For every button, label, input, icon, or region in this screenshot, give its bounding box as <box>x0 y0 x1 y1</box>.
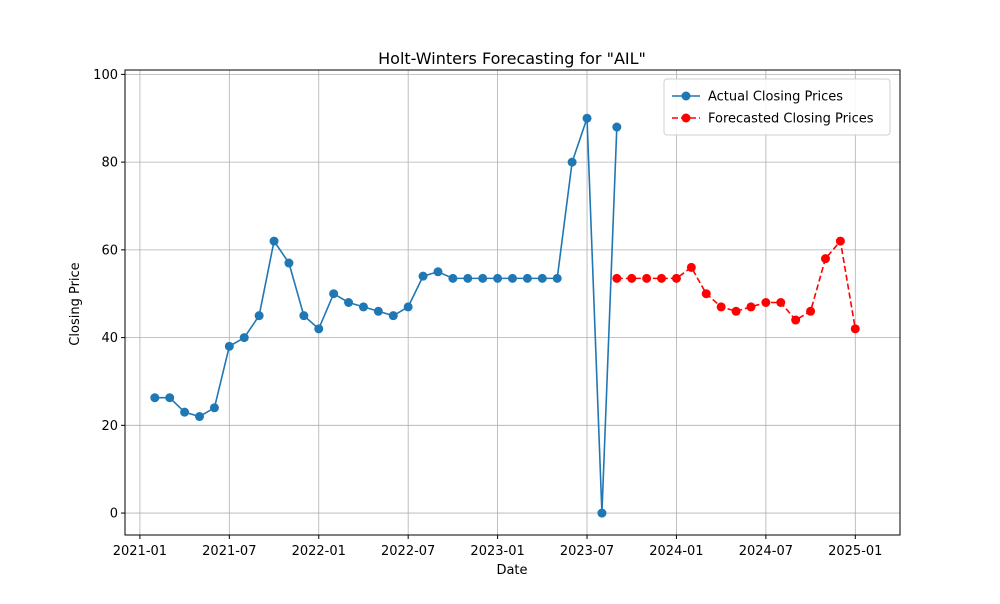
x-tick-label: 2021-01 <box>113 544 167 559</box>
data-point <box>612 273 622 283</box>
plot-frame <box>124 69 901 536</box>
x-tick-label: 2024-07 <box>739 544 793 559</box>
x-tick-label: 2023-07 <box>560 544 614 559</box>
data-point <box>165 393 175 403</box>
y-tick-label: 60 <box>101 243 118 258</box>
data-point <box>358 302 368 312</box>
y-tick-label: 40 <box>101 331 118 346</box>
x-tick-label: 2021-07 <box>202 544 256 559</box>
x-tick-label: 2023-01 <box>470 544 524 559</box>
data-point <box>329 289 339 299</box>
data-point <box>686 262 696 272</box>
x-tick-label: 2024-01 <box>649 544 703 559</box>
legend-label: Forecasted Closing Prices <box>708 112 874 127</box>
data-point <box>180 407 190 417</box>
y-tick-label: 0 <box>110 507 118 522</box>
legend-marker <box>681 91 691 101</box>
data-point <box>284 258 294 268</box>
data-point <box>388 311 398 321</box>
data-point <box>224 341 234 351</box>
data-point <box>642 273 652 283</box>
data-point <box>850 324 860 334</box>
data-point <box>791 315 801 325</box>
data-point <box>403 302 413 312</box>
data-point <box>448 273 458 283</box>
legend-marker <box>681 113 691 123</box>
y-tick-label: 80 <box>101 156 118 171</box>
x-tick-label: 2025-01 <box>828 544 882 559</box>
data-point <box>627 273 637 283</box>
legend-box <box>663 78 891 136</box>
data-point <box>806 306 816 316</box>
data-point <box>418 271 428 281</box>
x-tick-label: 2022-01 <box>292 544 346 559</box>
x-tick-label: 2022-07 <box>381 544 435 559</box>
data-point <box>195 412 205 422</box>
data-point <box>731 306 741 316</box>
data-point <box>463 273 473 283</box>
data-point <box>657 273 667 283</box>
data-point <box>433 267 443 277</box>
data-point <box>746 302 756 312</box>
data-point <box>701 289 711 299</box>
y-tick-label: 100 <box>93 68 118 83</box>
series-line <box>616 239 857 329</box>
chart-title: Holt-Winters Forecasting for "AIL" <box>378 49 646 68</box>
data-point <box>597 508 607 518</box>
legend-label: Actual Closing Prices <box>708 90 843 105</box>
data-point <box>567 157 577 167</box>
data-point <box>761 298 771 307</box>
data-point <box>344 298 354 307</box>
data-point <box>522 273 532 283</box>
data-point <box>239 333 249 343</box>
data-point <box>537 273 547 283</box>
data-point <box>835 236 845 246</box>
data-point <box>314 324 324 334</box>
data-point <box>508 273 517 283</box>
data-point <box>582 113 592 123</box>
data-point <box>671 273 681 283</box>
legend: Actual Closing Prices Forecasted Closing … <box>663 78 891 136</box>
x-axis-label: Date <box>496 563 527 578</box>
data-point <box>373 306 383 316</box>
y-axis-label: Closing Price <box>68 262 83 345</box>
data-point <box>493 273 503 283</box>
y-tick-label: 20 <box>101 419 118 434</box>
data-point <box>299 311 309 321</box>
data-point <box>254 311 264 321</box>
data-point <box>552 273 562 283</box>
data-point <box>612 122 622 132</box>
data-point <box>150 393 160 403</box>
data-point <box>209 403 219 413</box>
data-point <box>269 236 279 246</box>
data-point <box>820 254 830 264</box>
data-point <box>478 273 488 283</box>
data-point <box>776 298 786 307</box>
data-point <box>716 302 726 312</box>
